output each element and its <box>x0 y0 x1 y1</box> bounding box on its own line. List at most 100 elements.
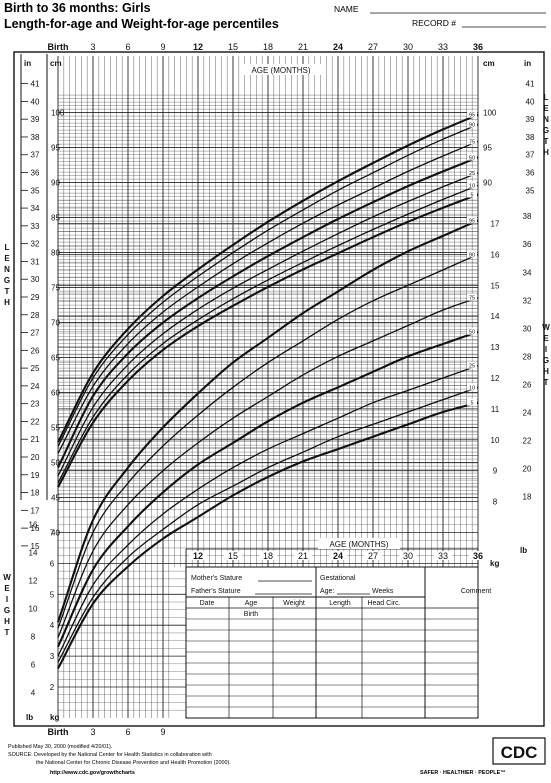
y-tick-label-in: 25 <box>31 364 40 373</box>
curve-label-bg <box>467 398 477 406</box>
x-tick-label-top: 24 <box>333 42 343 52</box>
y-tick-label-kg-left: 3 <box>50 652 55 661</box>
x-tick-label-bottom: 6 <box>125 727 130 737</box>
curve-label-bg <box>467 181 477 189</box>
weight-curve-p50 <box>57 330 479 648</box>
y-tick-label-lb-right: 28 <box>523 352 532 361</box>
tick-label-bg <box>399 551 417 560</box>
y-tick-label-lb-right: 32 <box>523 296 532 305</box>
y-tick-label-in: 41 <box>31 80 40 89</box>
weeks-label: Weeks <box>372 588 394 595</box>
y-tick-label-lb-right: 18 <box>523 493 532 502</box>
y-tick-label-lb-right: 24 <box>523 408 532 417</box>
y-tick-label-in: 27 <box>31 329 40 338</box>
y-tick-label-in-right: 39 <box>526 115 535 124</box>
tick-label-bg <box>469 551 487 560</box>
y-tick-label-kg-right: 16 <box>491 250 500 259</box>
y-tick-label-in: 31 <box>31 257 40 266</box>
weight-curve-p5 <box>57 401 479 669</box>
curve-label-bg <box>467 168 477 176</box>
y-axis-title-length-right: H <box>543 148 549 157</box>
cdc-tagline: SAFER · HEALTHIER · PEOPLE™ <box>420 770 506 776</box>
y-axis-title-weight-left: G <box>4 606 10 615</box>
name-label: NAME <box>334 4 359 14</box>
y-tick-label-in: 26 <box>31 346 40 355</box>
weight-curve-p10 <box>57 386 479 663</box>
percentile-curves: 95 90 75 50 25 10 5 95 90 75 50 25 10 5 <box>57 110 479 669</box>
y-axis-title-length-right: G <box>543 126 549 135</box>
y-tick-label-in: 21 <box>31 435 40 444</box>
published-note: Published May 30, 2000 (modified 4/20/01… <box>8 744 112 750</box>
curve-label-bg <box>467 110 477 118</box>
y-tick-label-lb-left: 4 <box>31 689 36 698</box>
unit-label-cm: cm <box>50 59 62 68</box>
weight-curve-p95 <box>57 219 479 623</box>
weight-curve-p75 <box>57 297 479 638</box>
y-tick-label-kg-left: 7 <box>50 529 55 538</box>
length-curve-p5 <box>57 193 479 488</box>
y-tick-label-cm-right: 95 <box>483 144 492 153</box>
table-header-col_length: Length <box>329 600 351 607</box>
y-axis-title-weight-right: G <box>543 356 549 365</box>
x-tick-label-top: 6 <box>125 42 130 52</box>
y-tick-label-lb-left: 6 <box>31 661 36 670</box>
y-tick-label-kg-right: 12 <box>491 374 500 383</box>
unit-label-in: in <box>24 59 31 68</box>
weight-curve-label-p10: 10 <box>469 385 475 391</box>
y-axis-title-weight-right: E <box>543 334 549 343</box>
y-tick-label-lb-right: 38 <box>523 212 532 221</box>
curve-label-bg <box>467 361 477 369</box>
unit-label-lb-right: lb <box>520 546 527 555</box>
tick-label-bg <box>434 551 452 560</box>
y-axis-title-weight-right: T <box>544 378 549 387</box>
y-axis-title-length-left: G <box>4 276 10 285</box>
x-tick-label-top: 12 <box>193 42 203 52</box>
table-header-col_age: Age <box>245 600 258 607</box>
x-tick-label-mid: 36 <box>473 551 483 561</box>
y-axis-title-weight-left: H <box>4 617 10 626</box>
table-birth-row: Birth <box>244 611 259 618</box>
cdc-url[interactable]: http://www.cdc.gov/growthcharts <box>50 770 135 776</box>
weight-curve-label-p95: 95 <box>469 218 475 224</box>
y-tick-label-kg-right: 11 <box>491 405 500 414</box>
y-tick-label-lb-right: 36 <box>523 240 532 249</box>
y-tick-label-in-right: 38 <box>526 133 535 142</box>
y-tick-label-in-right: 41 <box>526 80 535 89</box>
x-tick-label-bottom: Birth <box>48 727 69 737</box>
y-axis-title-length-left: T <box>5 287 10 296</box>
y-tick-label-in: 36 <box>31 169 40 178</box>
y-axis-title-weight-right: I <box>545 345 547 354</box>
y-tick-label-in: 24 <box>31 382 40 391</box>
y-tick-label-kg-right: 17 <box>491 220 500 229</box>
y-tick-label-in: 22 <box>31 417 40 426</box>
comment-header: Comment <box>461 588 491 595</box>
y-tick-label-cm: 45 <box>51 494 60 503</box>
y-tick-label-in: 32 <box>31 240 40 249</box>
x-axis-title-bg <box>318 538 400 549</box>
y-axis-title-weight-right: W <box>542 323 550 332</box>
y-tick-label-kg-left: 5 <box>50 590 55 599</box>
y-axis-title-length-right: E <box>543 104 549 113</box>
mothers-stature-label: Mother's Stature <box>191 575 242 582</box>
x-tick-label-top: 30 <box>403 42 413 52</box>
length-curve-label-p50: 50 <box>469 155 475 161</box>
x-axis-title-top: AGE (MONTHS) <box>251 66 310 75</box>
y-tick-label-cm: 80 <box>51 249 60 258</box>
curve-label-bg <box>467 120 477 128</box>
unit-label-lb-left: lb <box>26 713 33 722</box>
x-axis-title-bg <box>240 64 322 75</box>
y-tick-label-lb-left: 16 <box>29 521 38 530</box>
x-tick-label-top: 36 <box>473 42 483 52</box>
record-label: RECORD # <box>412 18 456 28</box>
tick-label-bg <box>259 551 277 560</box>
y-tick-label-cm: 60 <box>51 389 60 398</box>
weight-curve-p25 <box>57 364 479 657</box>
length-curve-p25 <box>57 172 479 477</box>
tick-label-bg <box>294 551 312 560</box>
axes: 1516171819202122232425262728293031323334… <box>3 42 550 737</box>
y-tick-label-in: 30 <box>31 275 40 284</box>
page-title: Birth to 36 months: Girls <box>4 1 151 15</box>
y-tick-label-in: 33 <box>31 222 40 231</box>
length-curve-p95 <box>57 113 479 443</box>
